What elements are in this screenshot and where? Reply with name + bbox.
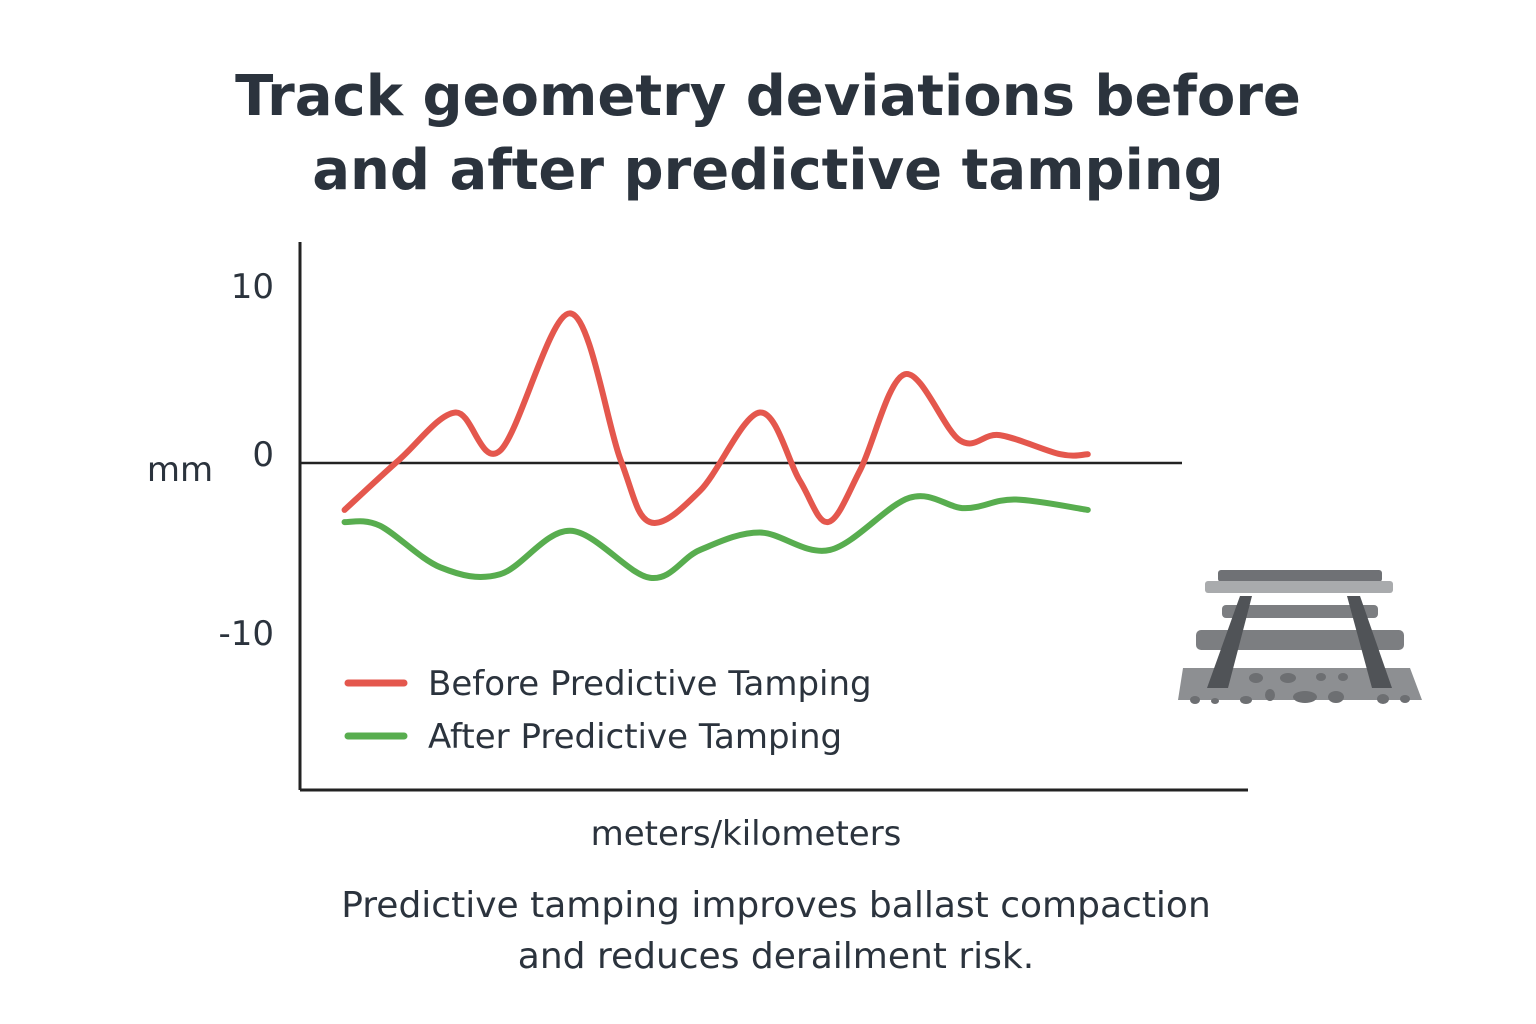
legend-label-before: Before Predictive Tamping (428, 664, 872, 704)
chart-title-line-2: and after predictive tamping (312, 138, 1224, 203)
chart-caption: Predictive tamping improves ballast comp… (0, 880, 1536, 982)
chart-title: Track geometry deviations before and aft… (0, 60, 1536, 208)
y-axis-label: mm (147, 450, 213, 490)
caption-line-1: Predictive tamping improves ballast comp… (341, 885, 1211, 926)
legend-label-after: After Predictive Tamping (428, 717, 842, 757)
series-line-before (341, 310, 1091, 526)
chart-title-line-1: Track geometry deviations before (235, 64, 1301, 129)
railway-track-icon (1178, 570, 1422, 704)
y-tick-label-minus-10: -10 (218, 614, 274, 654)
y-tick-label-0: 0 (252, 435, 274, 475)
x-axis-label: meters/kilometers (591, 814, 902, 854)
caption-line-2: and reduces derailment risk. (517, 936, 1035, 977)
series-line-after (341, 493, 1091, 581)
y-tick-label-10: 10 (231, 267, 274, 307)
